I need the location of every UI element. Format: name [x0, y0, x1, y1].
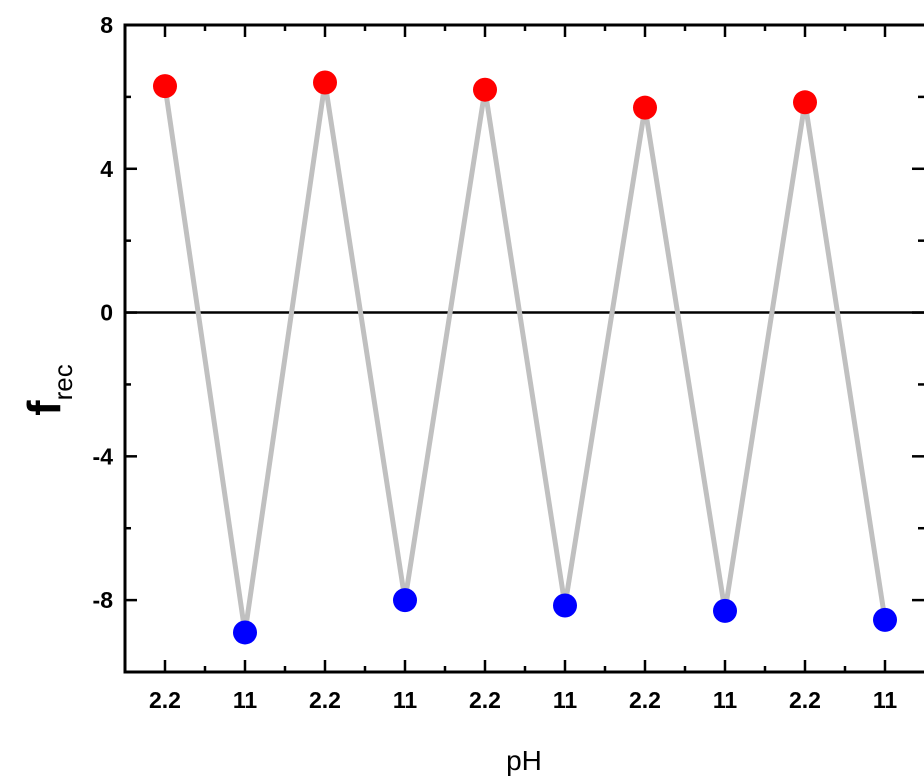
x-tick-label: 2.2: [469, 687, 501, 713]
axes-layer: [123, 23, 924, 674]
y-tick-label: -4: [93, 443, 114, 469]
x-tick-label: 11: [233, 687, 258, 713]
y-axis-title-subscript: rec: [48, 364, 78, 400]
data-point: [793, 90, 817, 115]
y-tick-label: -8: [93, 587, 114, 613]
data-point: [313, 70, 337, 95]
plot-frame: [123, 23, 924, 674]
y-axis-title-main: f: [18, 400, 70, 416]
data-point: [233, 620, 257, 645]
data-point: [473, 77, 497, 102]
data-point: [553, 593, 577, 618]
x-tick-label: 2.2: [789, 687, 821, 713]
y-tick-label: 4: [100, 156, 113, 182]
data-point: [873, 607, 897, 632]
x-tick-label: 11: [393, 687, 418, 713]
x-axis-title: pH: [506, 745, 542, 776]
y-tick-label: 8: [100, 12, 113, 38]
data-point: [713, 598, 737, 623]
x-tick-label: 11: [553, 687, 578, 713]
x-tick-label: 2.2: [629, 687, 661, 713]
data-point: [153, 74, 177, 99]
x-tick-label: 11: [713, 687, 738, 713]
series-line: [162, 82, 888, 633]
x-tick-label: 11: [873, 687, 898, 713]
labels-layer: 8 4 0 -4 -8 2.2 11 2.2 11 2.2 11 2.2 11 2.2 11: [93, 12, 898, 713]
x-tick-label: 2.2: [309, 687, 341, 713]
y-axis-title: frec: [18, 364, 78, 415]
series-layer: [153, 70, 897, 645]
y-tick-label: 0: [100, 300, 113, 326]
data-point: [633, 95, 657, 120]
data-point: [393, 588, 417, 613]
x-tick-label: 2.2: [149, 687, 181, 713]
